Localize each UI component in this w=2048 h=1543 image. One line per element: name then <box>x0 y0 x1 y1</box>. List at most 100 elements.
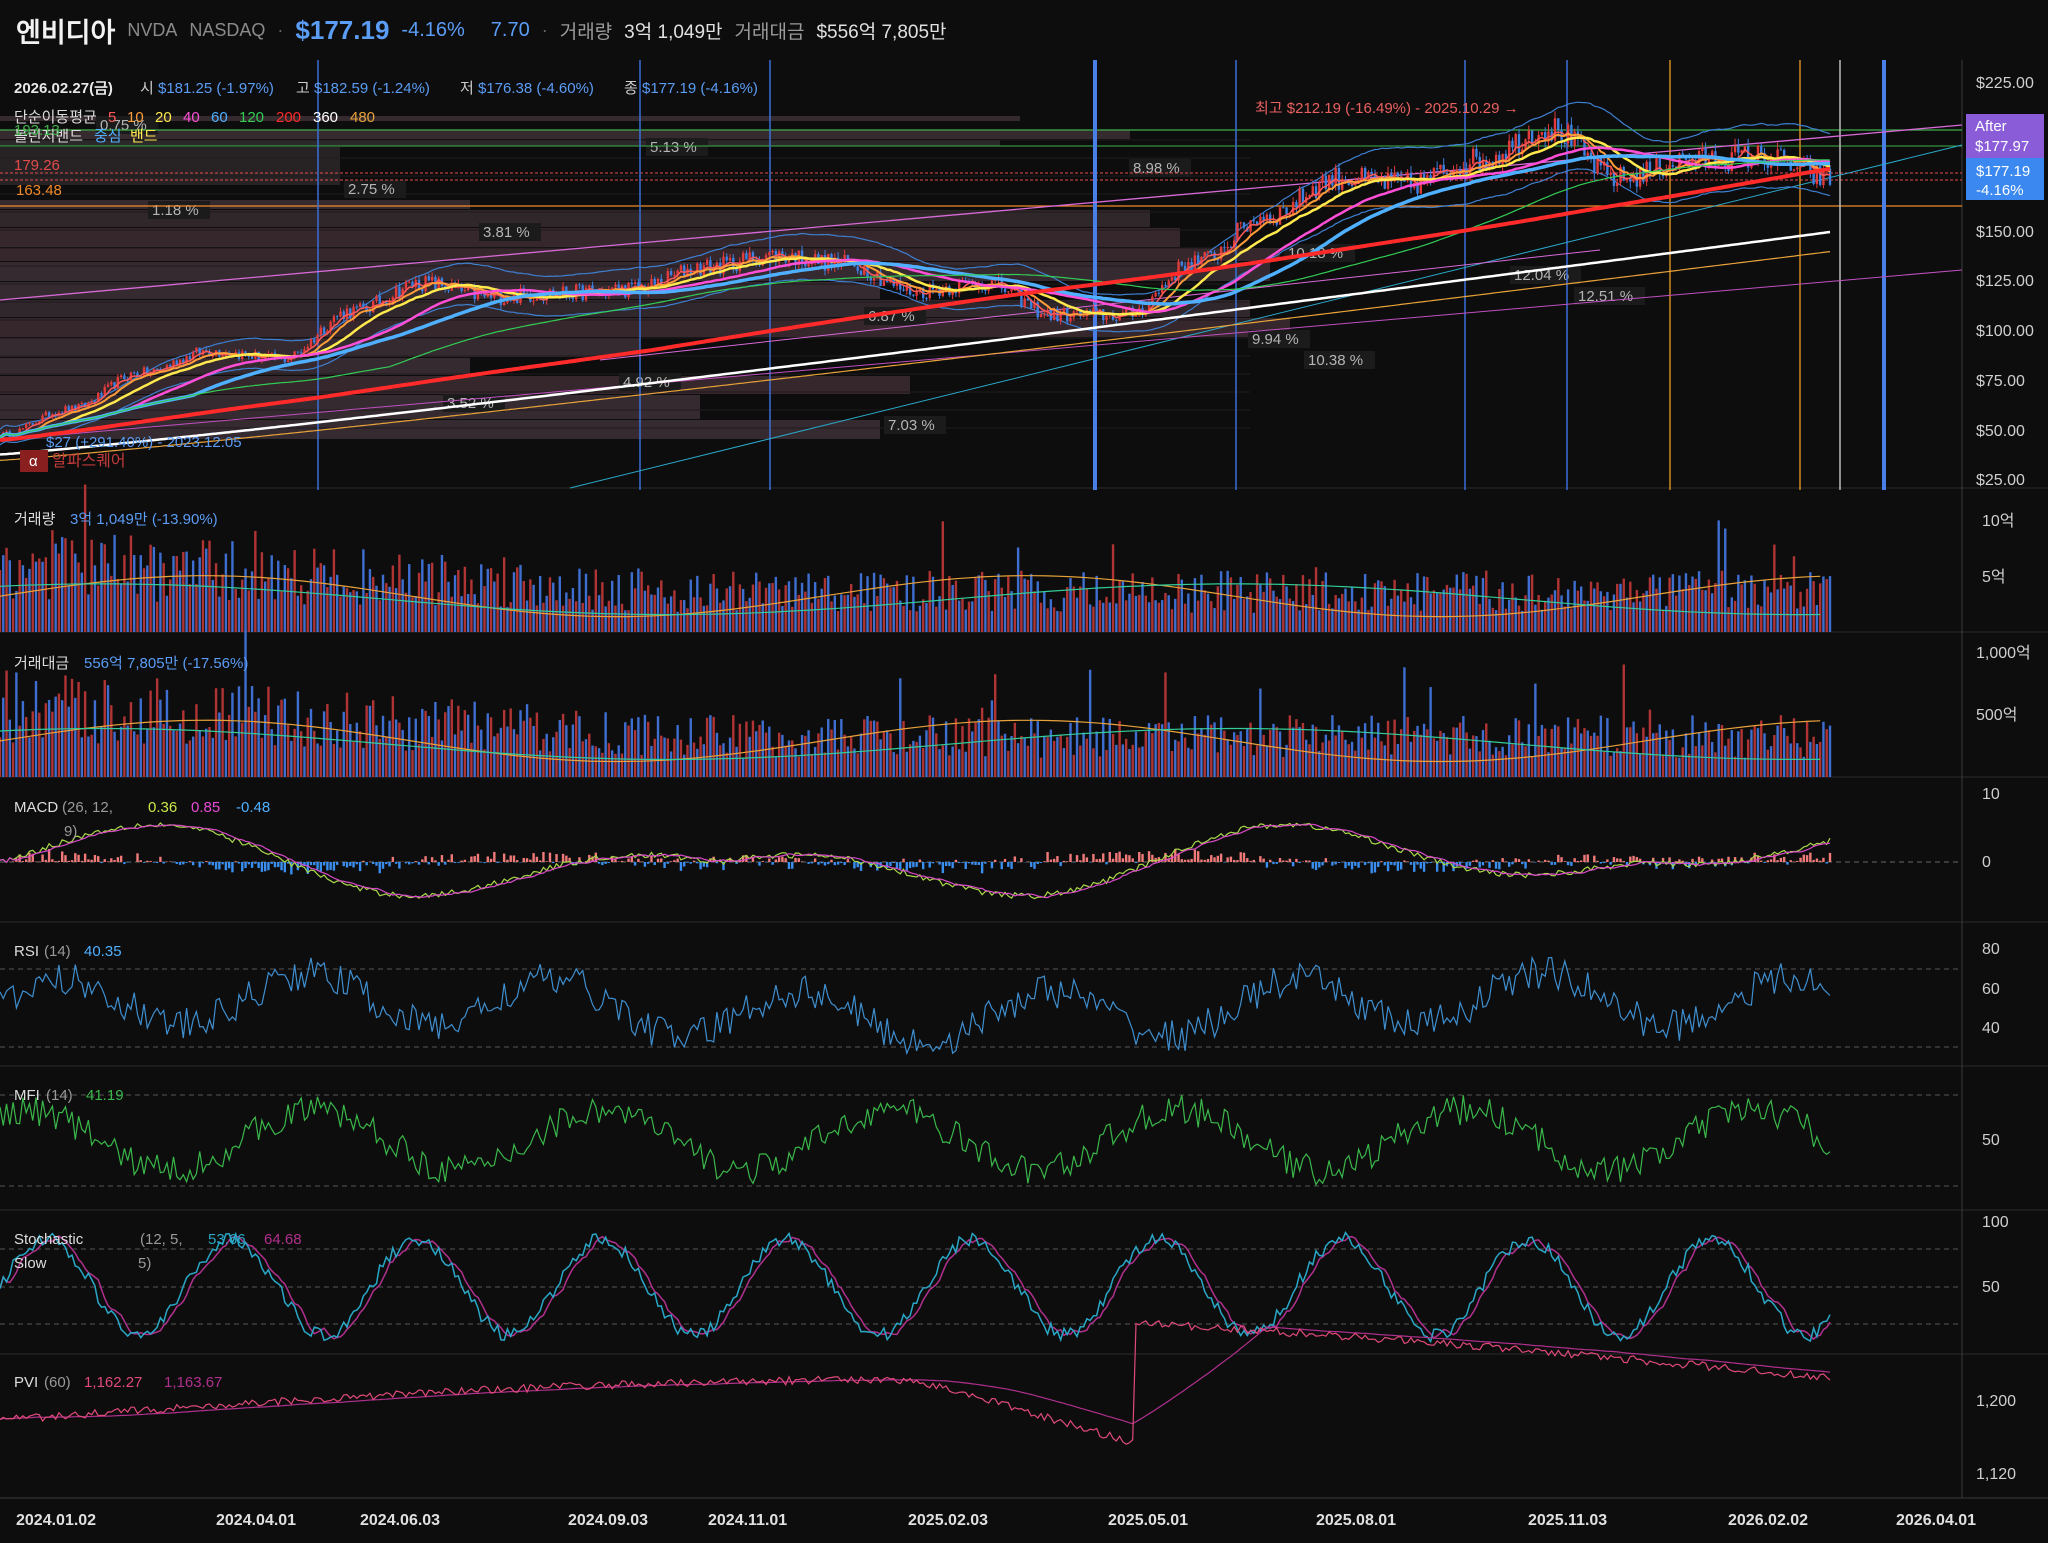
candle-body <box>1439 164 1442 170</box>
volume-bar <box>1386 605 1390 632</box>
turnover-bar <box>1694 746 1697 777</box>
separator-dot-2: · <box>541 19 548 40</box>
macd-histogram-bar <box>1219 853 1223 862</box>
candle-body <box>696 263 699 273</box>
macd-histogram-bar <box>974 862 977 866</box>
candle-body <box>1367 171 1370 179</box>
macd-histogram-bar <box>1128 855 1131 862</box>
volume-bar <box>1530 574 1534 632</box>
pvi-label: PVI <box>14 1374 38 1391</box>
volume-bar <box>1229 577 1233 632</box>
macd-histogram-bar <box>1177 853 1180 862</box>
candle-body <box>1514 134 1517 148</box>
volume-bar <box>1825 579 1828 632</box>
turnover-ma-line <box>0 719 1821 763</box>
volume-bar <box>1475 575 1478 632</box>
volume-bar <box>705 605 709 632</box>
volume-bar <box>1049 599 1053 632</box>
macd-histogram-bar <box>434 860 437 862</box>
macd-histogram-bar <box>322 862 326 866</box>
turnover-bar <box>1010 736 1013 777</box>
macd-histogram-bar <box>231 862 234 873</box>
macd-histogram-bar <box>637 858 640 862</box>
turnover-bar <box>430 736 434 777</box>
volume-bar <box>781 605 784 632</box>
turnover-bar <box>231 692 234 777</box>
candle-body <box>1157 292 1161 294</box>
turnover-bar <box>1491 754 1495 777</box>
turnover-bar <box>512 729 516 777</box>
macd-params-2: 9) <box>64 823 77 840</box>
candle-body <box>1818 166 1822 186</box>
macd-histogram-bar <box>1661 857 1665 862</box>
turnover-bar <box>159 699 162 777</box>
macd-histogram-bar <box>1282 860 1285 862</box>
macd-histogram-bar <box>1196 851 1200 862</box>
turnover-bar <box>581 741 584 777</box>
turnover-bar <box>1449 754 1452 777</box>
macd-histogram-bar <box>1069 853 1072 862</box>
macd-histogram-bar <box>512 855 516 862</box>
volume-bar <box>80 572 84 632</box>
turnover-bar <box>309 708 313 777</box>
candle-body <box>221 355 224 357</box>
volume-bar <box>997 573 1000 632</box>
macd-histogram-bar <box>408 862 411 865</box>
volume-bar <box>827 575 830 632</box>
macd-histogram-bar <box>961 862 964 863</box>
candle-body <box>1288 213 1292 215</box>
candle-body <box>1075 310 1079 312</box>
turnover-bar <box>1658 724 1661 777</box>
volume-bar <box>1782 588 1786 632</box>
macd-histogram-bar <box>813 858 817 862</box>
stock-chart[interactable]: 0.75 %5.13 %8.98 %2.75 %1.18 %3.81 %10.1… <box>0 60 2048 1543</box>
macd-histogram-bar <box>51 859 54 862</box>
candle-body <box>133 372 136 374</box>
turnover-bar <box>1252 755 1256 777</box>
volume-profile-pct: 8.98 % <box>1133 160 1180 177</box>
volume-bar <box>689 579 692 632</box>
volume-bar <box>1056 610 1059 632</box>
volume-bar <box>463 566 467 632</box>
candle-body <box>1733 146 1737 153</box>
volume-bar <box>843 595 846 632</box>
turnover-bar <box>957 749 961 777</box>
macd-histogram-bar <box>1265 862 1269 868</box>
macd-histogram-bar <box>70 860 74 862</box>
candle-body <box>155 368 159 370</box>
turnover-bar <box>938 749 941 777</box>
after-price-tag-bg <box>1966 114 2044 158</box>
candle-body <box>270 352 273 354</box>
candle-body <box>421 289 424 292</box>
turnover-bar <box>532 725 535 777</box>
volume-bar <box>604 606 607 632</box>
turnover-bar <box>748 736 751 777</box>
volume-bar <box>637 568 640 632</box>
candle-body <box>293 351 296 358</box>
macd-histogram-bar <box>113 859 116 862</box>
macd-histogram-bar <box>1563 861 1567 862</box>
macd-histogram-bar <box>646 862 650 864</box>
candle-body <box>1737 146 1740 153</box>
turnover-bar <box>866 716 869 777</box>
macd-histogram-bar <box>355 862 359 865</box>
candle-body <box>342 311 345 320</box>
volume-bar <box>1416 573 1419 632</box>
volume-bar <box>1092 606 1095 632</box>
volume-bar <box>1458 589 1462 632</box>
candle-body <box>1174 277 1177 281</box>
turnover-bar <box>1507 735 1511 777</box>
turnover-bar <box>725 752 728 777</box>
volume-bar <box>1023 578 1026 632</box>
macd-histogram-bar <box>1098 858 1102 862</box>
macd-histogram-bar <box>1629 856 1632 862</box>
turnover-bar <box>299 731 303 777</box>
turnover-bar <box>1157 723 1161 777</box>
macd-histogram-bar <box>139 860 142 862</box>
volume-bar <box>830 601 833 632</box>
macd-label: MACD <box>14 799 58 816</box>
turnover-bar <box>1393 719 1396 777</box>
macd-histogram-bar <box>1805 855 1809 862</box>
candle-body <box>1154 292 1157 297</box>
macd-histogram-bar <box>502 853 506 862</box>
